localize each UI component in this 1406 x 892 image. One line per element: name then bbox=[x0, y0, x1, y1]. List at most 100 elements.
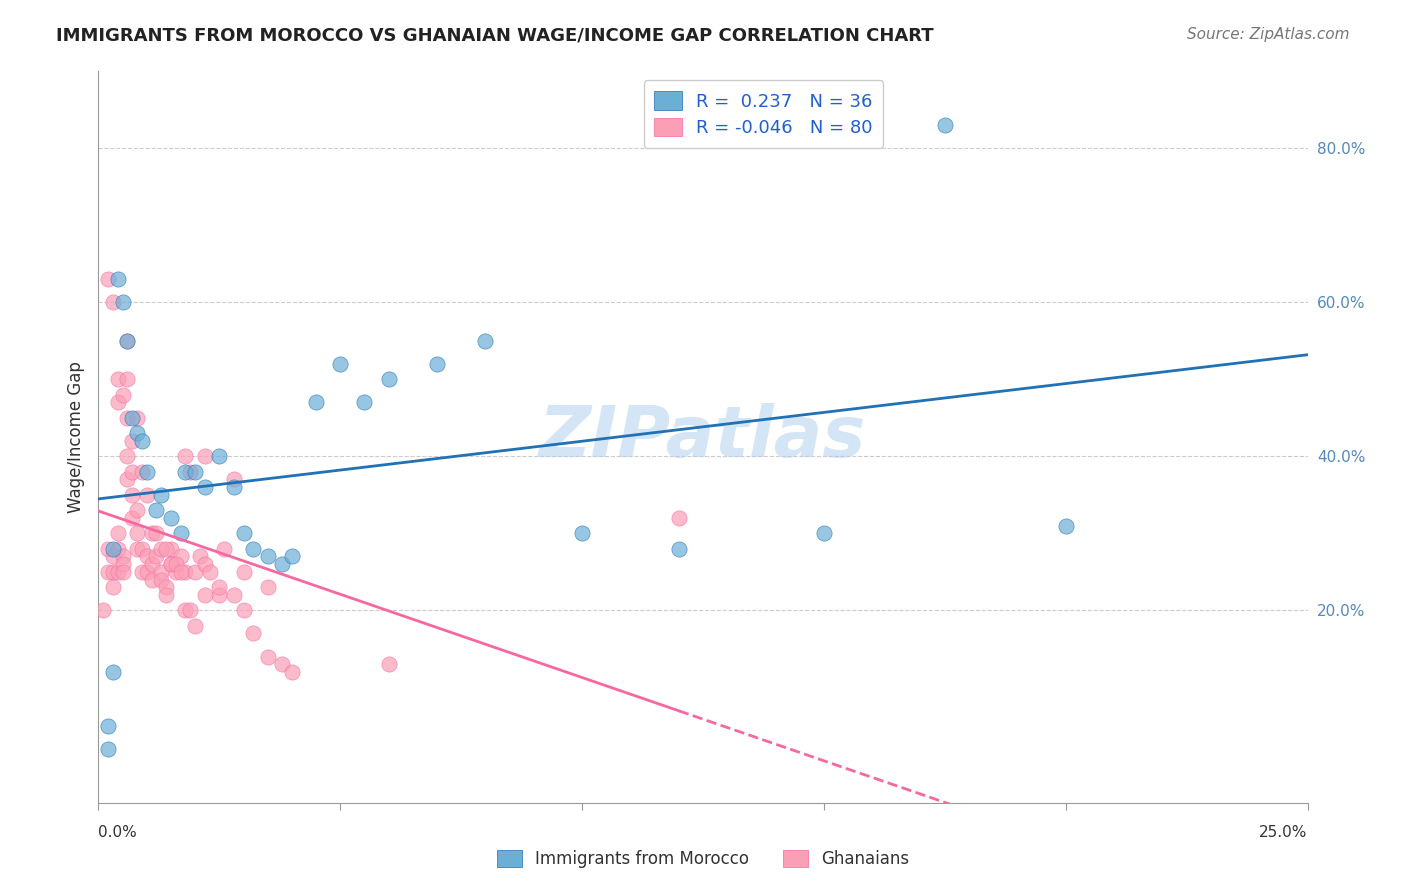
Point bbox=[97, 565, 120, 579]
Point bbox=[160, 557, 183, 571]
Point bbox=[111, 295, 134, 310]
Point bbox=[135, 549, 157, 564]
Point bbox=[111, 565, 134, 579]
Point bbox=[174, 565, 197, 579]
Point bbox=[121, 488, 143, 502]
Point bbox=[377, 372, 399, 386]
Point bbox=[101, 549, 124, 564]
Y-axis label: Wage/Income Gap: Wage/Income Gap bbox=[66, 361, 84, 513]
Point bbox=[97, 541, 120, 556]
Point bbox=[155, 580, 177, 594]
Point bbox=[184, 618, 207, 632]
Point bbox=[127, 526, 149, 541]
Point bbox=[256, 649, 278, 664]
Point bbox=[169, 565, 191, 579]
Legend: R =  0.237   N = 36, R = -0.046   N = 80: R = 0.237 N = 36, R = -0.046 N = 80 bbox=[644, 80, 883, 148]
Point bbox=[208, 580, 231, 594]
Point bbox=[107, 541, 129, 556]
Point bbox=[107, 526, 129, 541]
Point bbox=[150, 565, 173, 579]
Point bbox=[127, 541, 149, 556]
Point bbox=[111, 388, 134, 402]
Point bbox=[242, 541, 264, 556]
Point bbox=[141, 526, 163, 541]
Point bbox=[135, 488, 157, 502]
Legend: Immigrants from Morocco, Ghanaians: Immigrants from Morocco, Ghanaians bbox=[491, 843, 915, 875]
Point bbox=[194, 450, 217, 464]
Point bbox=[353, 395, 375, 409]
Point bbox=[222, 588, 245, 602]
Point bbox=[934, 118, 956, 132]
Point bbox=[135, 565, 157, 579]
Point bbox=[571, 526, 593, 541]
Point bbox=[668, 511, 690, 525]
Point bbox=[131, 541, 153, 556]
Point bbox=[281, 549, 304, 564]
Point bbox=[135, 465, 157, 479]
Point bbox=[141, 557, 163, 571]
Point bbox=[101, 565, 124, 579]
Point bbox=[150, 573, 173, 587]
Point bbox=[174, 603, 197, 617]
Point bbox=[194, 588, 217, 602]
Point bbox=[117, 450, 139, 464]
Point bbox=[131, 465, 153, 479]
Point bbox=[208, 588, 231, 602]
Point bbox=[256, 549, 278, 564]
Point bbox=[174, 465, 197, 479]
Point bbox=[668, 541, 690, 556]
Point bbox=[222, 472, 245, 486]
Point bbox=[111, 557, 134, 571]
Point bbox=[474, 334, 496, 348]
Point bbox=[174, 450, 197, 464]
Point bbox=[160, 541, 183, 556]
Point bbox=[127, 410, 149, 425]
Point bbox=[426, 357, 449, 371]
Point bbox=[188, 549, 211, 564]
Point bbox=[1054, 518, 1077, 533]
Point bbox=[271, 657, 294, 672]
Point bbox=[97, 719, 120, 733]
Point bbox=[242, 626, 264, 640]
Point bbox=[222, 480, 245, 494]
Point bbox=[165, 565, 187, 579]
Point bbox=[155, 588, 177, 602]
Point bbox=[121, 511, 143, 525]
Point bbox=[198, 565, 221, 579]
Point bbox=[169, 549, 191, 564]
Point bbox=[131, 434, 153, 448]
Point bbox=[150, 488, 173, 502]
Point bbox=[121, 410, 143, 425]
Point bbox=[179, 603, 201, 617]
Point bbox=[145, 526, 167, 541]
Point bbox=[194, 557, 217, 571]
Text: 0.0%: 0.0% bbox=[98, 825, 138, 840]
Point bbox=[184, 465, 207, 479]
Point bbox=[160, 557, 183, 571]
Point bbox=[101, 580, 124, 594]
Point bbox=[107, 372, 129, 386]
Point bbox=[107, 395, 129, 409]
Point bbox=[160, 511, 183, 525]
Point bbox=[97, 272, 120, 286]
Text: Source: ZipAtlas.com: Source: ZipAtlas.com bbox=[1187, 27, 1350, 42]
Text: IMMIGRANTS FROM MOROCCO VS GHANAIAN WAGE/INCOME GAP CORRELATION CHART: IMMIGRANTS FROM MOROCCO VS GHANAIAN WAGE… bbox=[56, 27, 934, 45]
Point bbox=[91, 603, 114, 617]
Point bbox=[101, 541, 124, 556]
Point bbox=[107, 565, 129, 579]
Point bbox=[101, 295, 124, 310]
Point bbox=[184, 565, 207, 579]
Point bbox=[179, 465, 201, 479]
Point bbox=[117, 410, 139, 425]
Point bbox=[101, 665, 124, 679]
Point bbox=[169, 526, 191, 541]
Point bbox=[127, 503, 149, 517]
Point bbox=[127, 426, 149, 441]
Point bbox=[305, 395, 328, 409]
Point bbox=[145, 549, 167, 564]
Point bbox=[165, 557, 187, 571]
Point bbox=[145, 503, 167, 517]
Point bbox=[117, 372, 139, 386]
Point bbox=[97, 742, 120, 756]
Point bbox=[117, 334, 139, 348]
